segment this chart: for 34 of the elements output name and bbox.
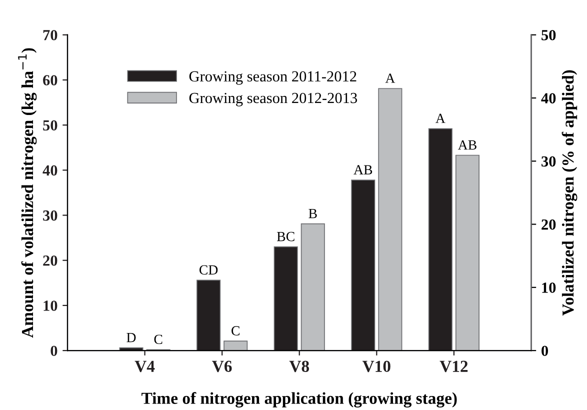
y-tick-label: 10 [44,300,58,311]
y2-tick-label: 50 [542,30,556,40]
x-tick-label: V8 [289,360,309,372]
annotation: BC [276,232,294,242]
annotation: AB [458,140,476,150]
y-tick-label: 40 [42,165,58,176]
y-tick-label: 20 [43,255,58,266]
y-tick-label: 50 [43,120,58,130]
annotation: CD [199,265,218,275]
y2-tick-label: 40 [541,93,556,104]
x-tick-label: V10 [362,360,390,372]
x-tick-label: V12 [440,360,468,372]
y2-tick-label: 0 [542,346,548,356]
legend-label: Growing season 2011-2012 [189,71,356,85]
y2-tick-label: 30 [542,156,556,167]
annotation: AB [354,165,372,174]
y2-tick-label: 10 [542,282,556,293]
y-tick-label: 0 [50,346,58,356]
x-tick-label: V6 [212,360,232,372]
y-tick-label: 30 [43,210,58,221]
y-tick-label: 70 [43,30,58,40]
x-axis-title: Time of nitrogen application (growing stage) [142,392,457,408]
annotation: B [308,208,317,218]
y2-tick-label: 20 [542,219,556,230]
annotation: A [436,114,446,123]
legend-label: Growing season 2012-2013 [189,92,358,106]
y-axis-title: Amount of volatilized nitrogen (kg ha$^{−1}$) [18,48,37,338]
annotation: D [126,333,136,342]
x-tick-label: V4 [134,360,155,372]
annotation: C [232,326,240,336]
annotation: A [385,74,396,83]
y-tick-label: 60 [43,75,58,86]
annotation: C [154,334,162,344]
y2-axis-title: Volatilized nitrogen (% of applied) [562,70,578,316]
